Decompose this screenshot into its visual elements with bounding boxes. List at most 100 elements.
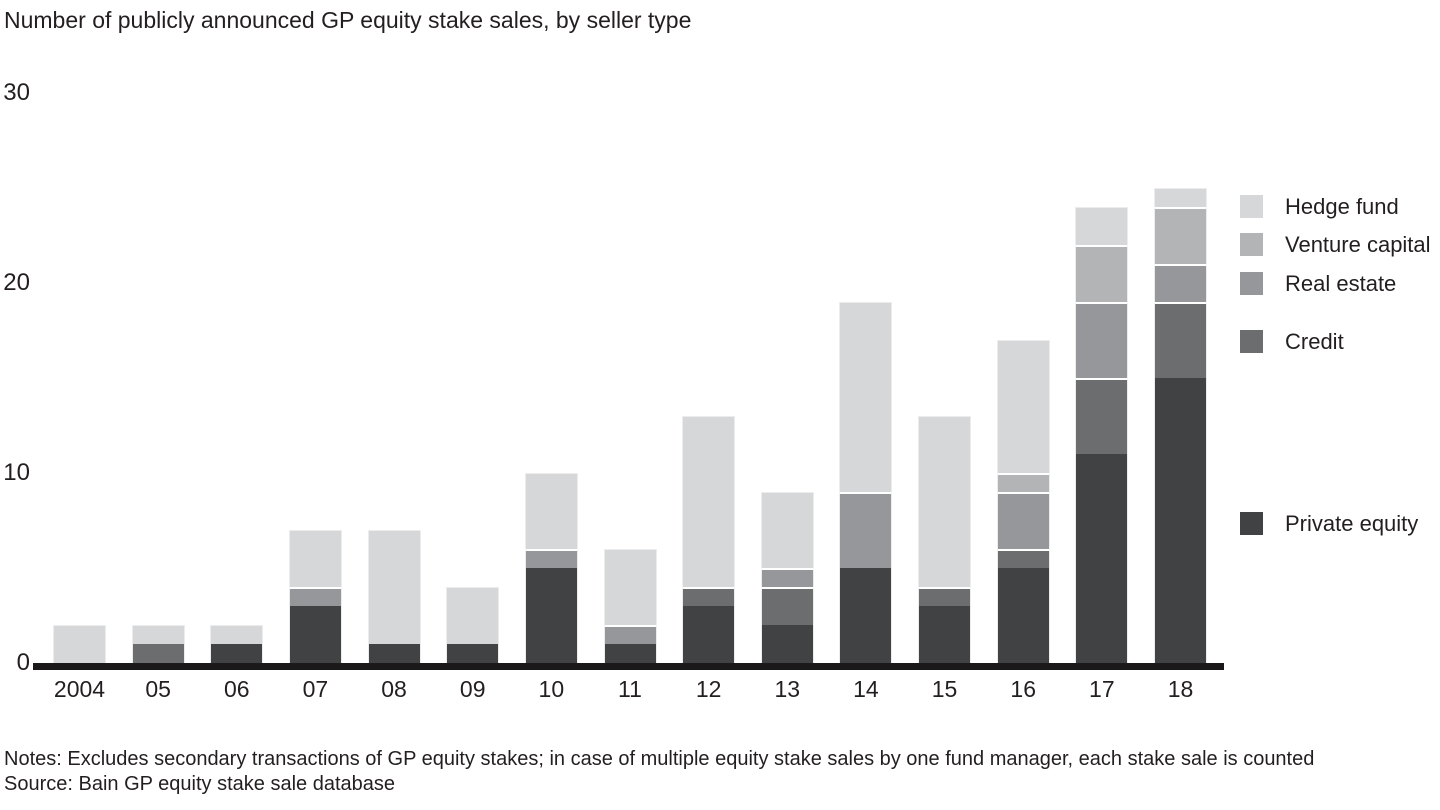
x-tick-label-2004: 2004 [53,676,106,702]
legend-label-real-estate: Real estate [1285,270,1397,296]
legend-item-real-estate: Real estate [1240,270,1397,296]
segment-private-equity-11 [603,644,657,663]
x-tick-label-15: 15 [931,676,958,702]
segment-private-equity-13 [760,625,814,663]
x-axis-baseline [33,663,1224,670]
x-tick-label-08: 08 [381,676,407,702]
segment-credit-18 [1154,302,1207,378]
segment-private-equity-07 [288,606,342,663]
segment-real-estate-13 [760,568,814,587]
segment-private-equity-08 [367,644,421,663]
segment-venture-capital-16 [996,473,1050,492]
y-tick-label-20: 20 [3,269,30,296]
x-tick-label-16: 16 [1010,676,1036,702]
source-line: Source: Bain GP equity stake sale databa… [4,773,395,795]
segment-private-equity-16 [996,568,1050,663]
plot-area [33,0,1224,663]
bar-17 [1075,207,1129,663]
segment-credit-17 [1075,378,1129,454]
segment-hedge-fund-08 [367,530,421,644]
x-tick-label-13: 13 [774,676,801,702]
segment-venture-capital-17 [1075,245,1129,302]
y-tick-label-30: 30 [3,79,30,106]
segment-hedge-fund-2004 [53,625,106,663]
legend-swatch-real-estate [1240,272,1263,295]
bar-08 [367,530,421,663]
segment-hedge-fund-13 [760,492,814,568]
y-tick-label-0: 0 [16,649,30,676]
x-tick-label-07: 07 [302,676,329,702]
segment-hedge-fund-15 [918,416,972,587]
segment-real-estate-10 [524,549,578,568]
legend-swatch-private-equity [1240,512,1263,535]
segment-private-equity-12 [682,606,736,663]
segment-hedge-fund-05 [131,625,185,644]
bar-09 [446,587,500,663]
segment-credit-12 [682,587,736,606]
segment-real-estate-07 [288,587,342,606]
legend-label-venture-capital: Venture capital [1285,231,1431,257]
segment-real-estate-17 [1075,302,1129,378]
segment-real-estate-11 [603,625,657,644]
segment-hedge-fund-09 [446,587,500,644]
segment-hedge-fund-10 [524,473,578,549]
segment-hedge-fund-18 [1154,188,1207,207]
legend-label-credit: Credit [1285,328,1344,354]
segment-private-equity-15 [918,606,972,663]
segment-credit-05 [131,644,185,663]
legend-label-private-equity: Private equity [1285,510,1419,536]
legend-item-hedge-fund: Hedge fund [1240,193,1399,219]
segment-hedge-fund-07 [288,530,342,587]
bar-18 [1154,188,1207,663]
bar-13 [760,492,814,663]
segment-credit-15 [918,587,972,606]
bar-15 [918,416,972,663]
segment-real-estate-16 [996,492,1050,549]
bar-2004 [53,625,106,663]
segment-private-equity-10 [524,568,578,663]
y-tick-label-10: 10 [3,459,30,486]
legend-swatch-hedge-fund [1240,195,1263,218]
segment-credit-13 [760,587,814,625]
legend-item-credit: Credit [1240,328,1344,354]
x-tick-label-05: 05 [145,676,171,702]
legend-swatch-venture-capital [1240,233,1263,256]
segment-hedge-fund-14 [839,302,893,492]
legend-label-hedge-fund: Hedge fund [1285,193,1399,219]
footnotes: Notes: Excludes secondary transactions o… [4,747,1314,797]
legend-item-private-equity: Private equity [1240,510,1419,536]
x-tick-label-12: 12 [695,676,722,702]
x-tick-label-09: 09 [459,676,486,702]
segment-hedge-fund-17 [1075,207,1129,245]
x-tick-label-10: 10 [538,676,565,702]
bar-11 [603,549,657,663]
x-tick-label-06: 06 [223,676,250,702]
bar-12 [682,416,736,663]
segment-real-estate-18 [1154,264,1207,302]
bar-07 [288,530,342,663]
segment-hedge-fund-16 [996,340,1050,473]
segment-real-estate-14 [839,492,893,568]
segment-private-equity-06 [210,644,264,663]
notes-line: Notes: Excludes secondary transactions o… [4,748,1315,770]
x-tick-label-14: 14 [853,676,879,702]
bar-16 [996,340,1050,663]
segment-private-equity-14 [839,568,893,663]
segment-private-equity-09 [446,644,500,663]
segment-hedge-fund-12 [682,416,736,587]
x-axis: 2004 05 06 07 08 09 10 11 12 13 14 15 16 17 18 [33,676,1224,716]
bar-14 [839,302,893,663]
segment-private-equity-18 [1154,378,1207,663]
y-axis: 0 10 20 30 [0,0,30,676]
bar-05 [131,625,185,663]
segment-hedge-fund-11 [603,549,657,625]
legend-item-venture-capital: Venture capital [1240,231,1431,257]
bar-06 [210,625,264,663]
chart-title: Number of publicly announced GP equity s… [4,7,692,33]
segment-credit-16 [996,549,1050,568]
segment-venture-capital-18 [1154,207,1207,264]
segment-private-equity-17 [1075,454,1129,663]
x-tick-label-18: 18 [1167,676,1194,702]
legend: Hedge fund Venture capital Real estate Cred… [1240,0,1440,663]
